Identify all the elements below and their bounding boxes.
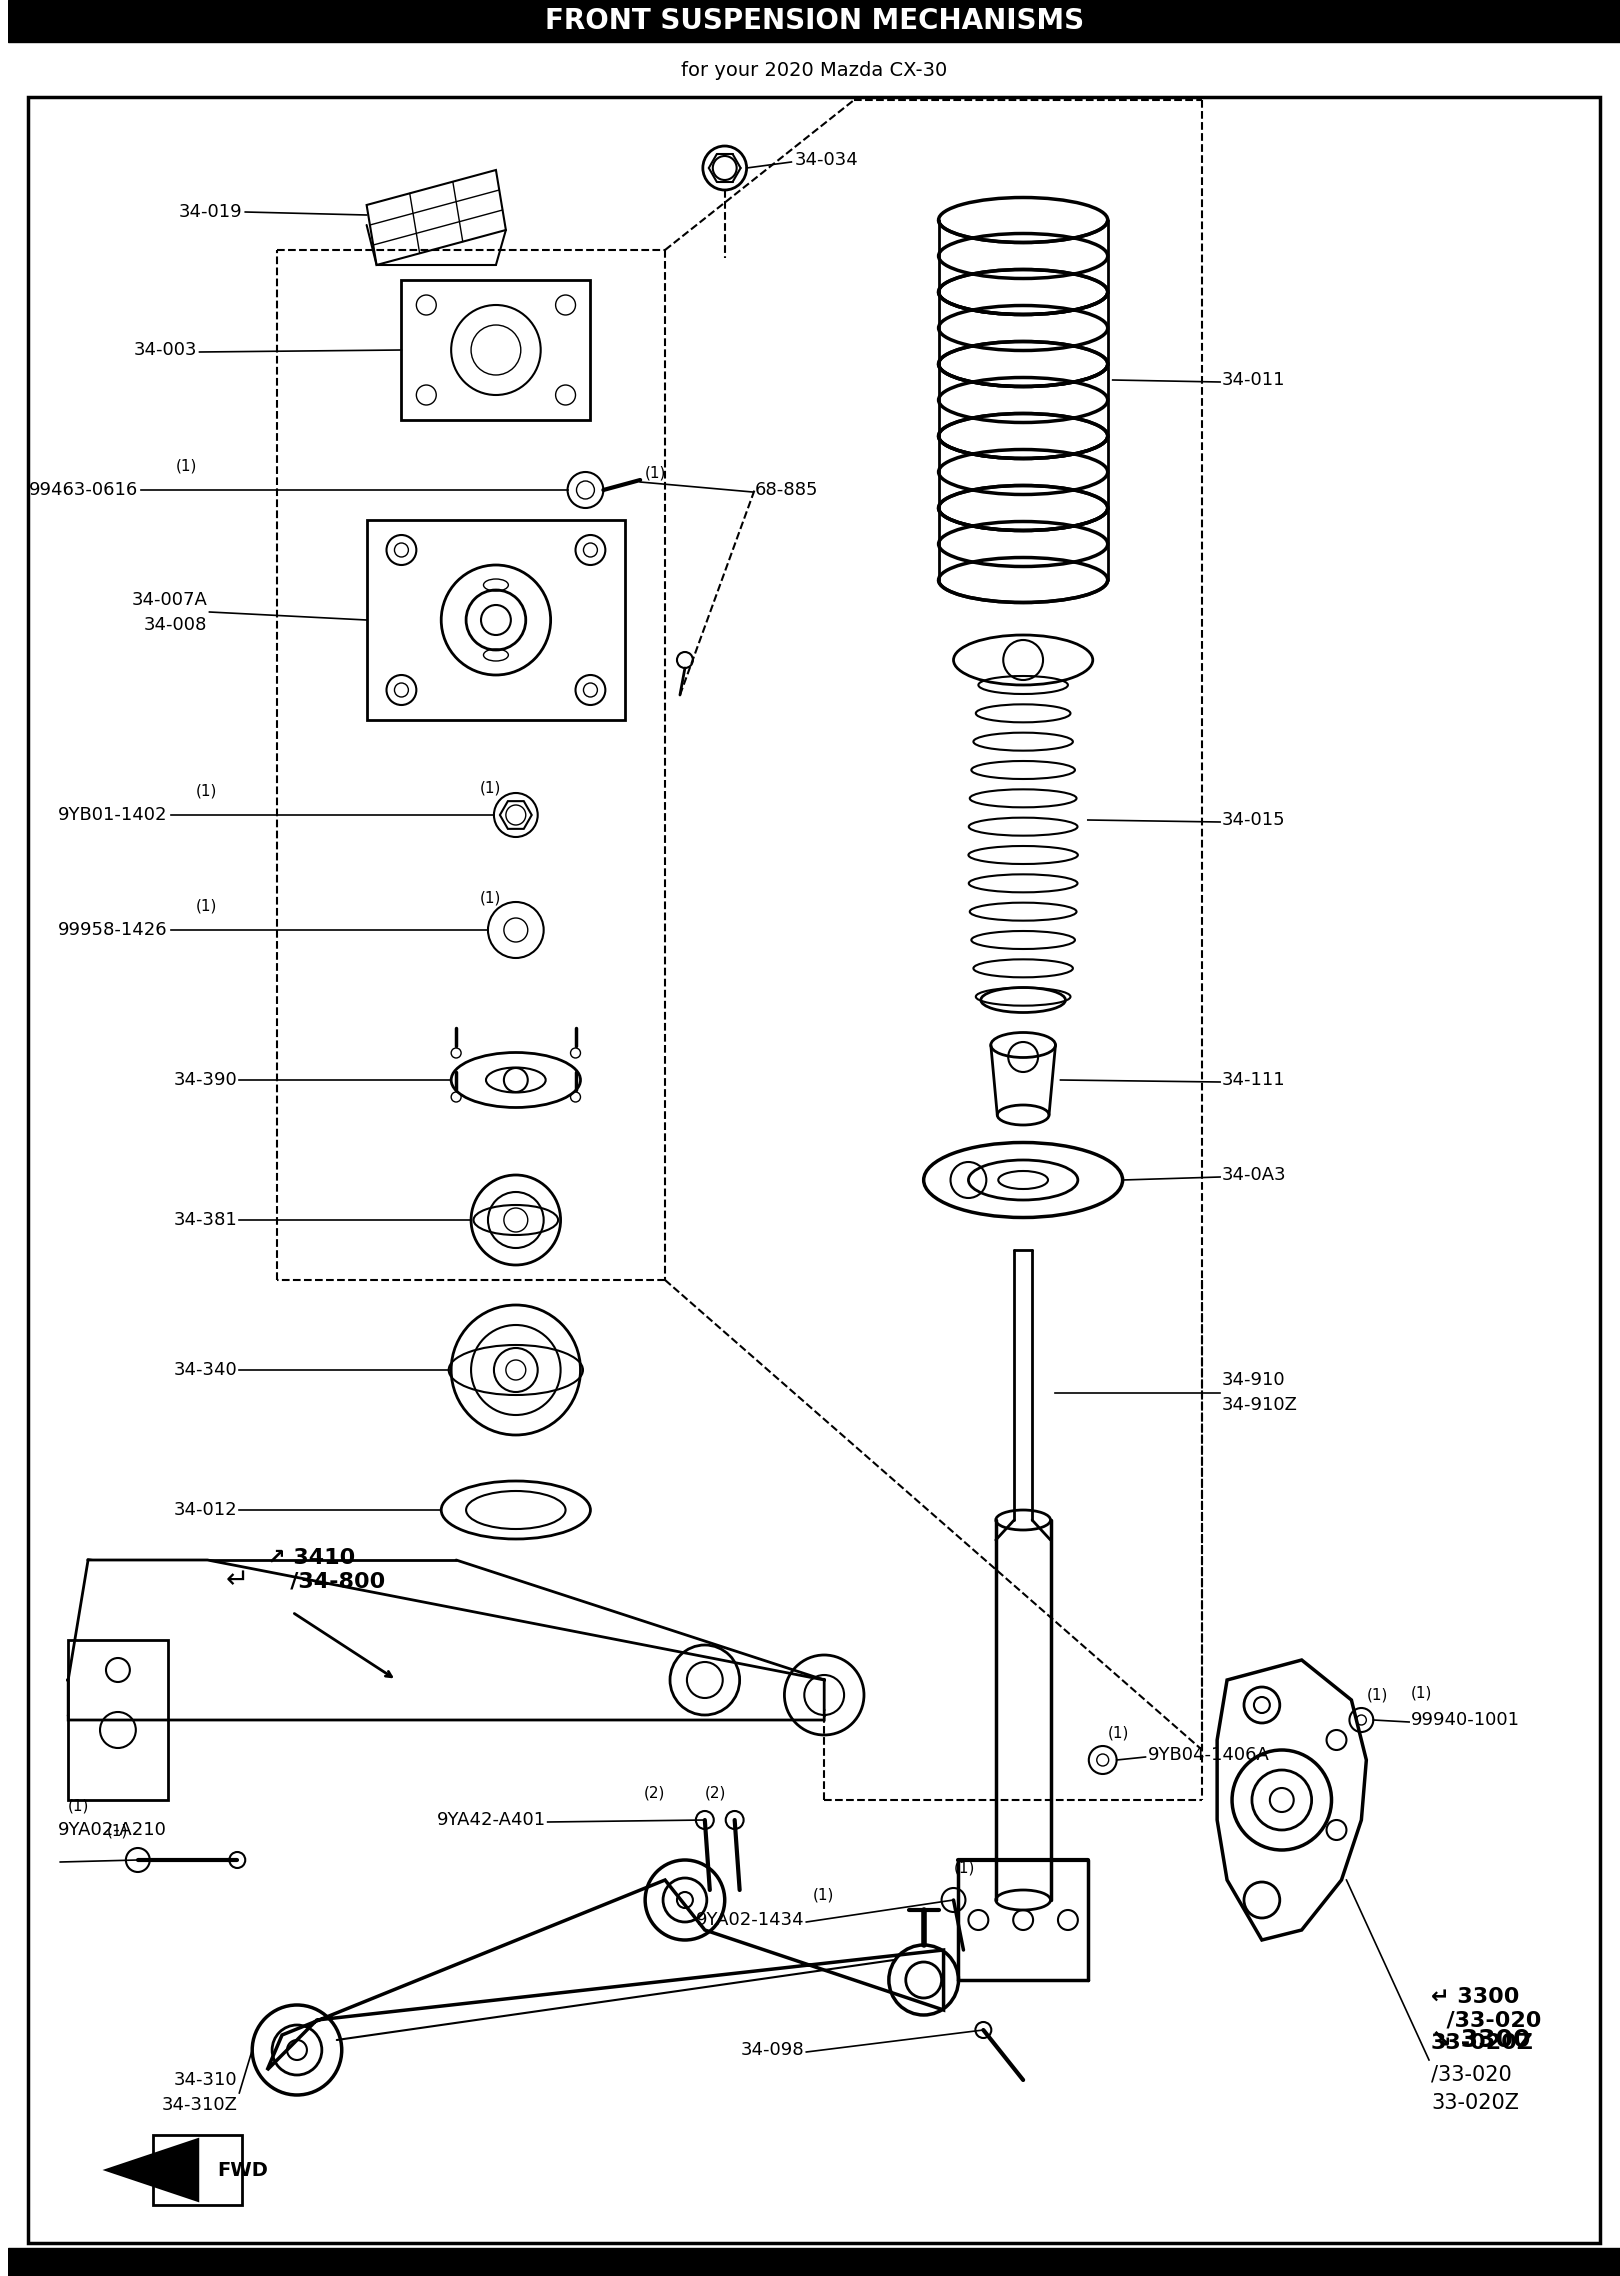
Text: 99958-1426: 99958-1426 xyxy=(58,922,167,940)
Text: (1): (1) xyxy=(1366,1687,1388,1702)
Bar xyxy=(402,280,590,421)
Text: 34-381: 34-381 xyxy=(173,1211,237,1229)
Text: (1): (1) xyxy=(813,1887,834,1903)
Text: 34-008: 34-008 xyxy=(144,617,207,635)
Text: 34-310Z: 34-310Z xyxy=(162,2096,237,2114)
Text: (1): (1) xyxy=(954,1859,975,1875)
Text: (2): (2) xyxy=(643,1784,666,1800)
Text: ↘ 3300: ↘ 3300 xyxy=(1430,2028,1531,2053)
Text: 34-034: 34-034 xyxy=(794,150,859,168)
Text: (1): (1) xyxy=(480,781,501,794)
Text: (1): (1) xyxy=(1411,1684,1432,1700)
Text: (1): (1) xyxy=(68,1798,89,1814)
Text: (1): (1) xyxy=(107,1823,128,1839)
Text: ↗ 3410
   /34-800: ↗ 3410 /34-800 xyxy=(267,1548,386,1591)
Bar xyxy=(8,0,1620,41)
Text: /33-020: /33-020 xyxy=(1430,2064,1511,2085)
Text: 68-885: 68-885 xyxy=(755,480,818,498)
Text: 34-003: 34-003 xyxy=(134,341,198,360)
Text: 34-098: 34-098 xyxy=(740,2042,804,2060)
Text: 34-007A: 34-007A xyxy=(131,592,207,610)
Text: 33-020Z: 33-020Z xyxy=(1430,2094,1520,2112)
Text: 34-012: 34-012 xyxy=(173,1500,237,1518)
Bar xyxy=(8,2249,1620,2276)
Text: 99940-1001: 99940-1001 xyxy=(1411,1712,1520,1730)
Text: ↵: ↵ xyxy=(225,1566,249,1593)
Text: 34-340: 34-340 xyxy=(173,1361,237,1379)
Text: 34-0A3: 34-0A3 xyxy=(1221,1165,1286,1184)
Text: 9YB04-1406A: 9YB04-1406A xyxy=(1147,1746,1270,1764)
Text: ↵ 3300
  /33-020
33-020Z: ↵ 3300 /33-020 33-020Z xyxy=(1430,1987,1541,2053)
Text: 99463-0616: 99463-0616 xyxy=(29,480,138,498)
Text: (1): (1) xyxy=(1108,1725,1129,1739)
Bar xyxy=(152,2135,243,2205)
Text: FRONT SUSPENSION MECHANISMS: FRONT SUSPENSION MECHANISMS xyxy=(544,7,1084,34)
Text: 34-015: 34-015 xyxy=(1221,810,1286,828)
Text: 34-910Z: 34-910Z xyxy=(1221,1395,1298,1413)
Text: 34-310: 34-310 xyxy=(173,2071,237,2089)
Text: (1): (1) xyxy=(480,890,501,906)
Text: 34-910: 34-910 xyxy=(1221,1370,1286,1388)
Text: (1): (1) xyxy=(196,783,217,799)
Text: (2): (2) xyxy=(705,1784,726,1800)
Polygon shape xyxy=(109,2139,198,2201)
Text: (1): (1) xyxy=(196,899,217,913)
Text: FWD: FWD xyxy=(217,2160,269,2180)
Text: for your 2020 Mazda CX-30: for your 2020 Mazda CX-30 xyxy=(680,61,948,80)
Text: (1): (1) xyxy=(645,464,666,480)
Text: 34-011: 34-011 xyxy=(1221,371,1286,389)
Text: 9YA02-1434: 9YA02-1434 xyxy=(695,1912,804,1930)
Text: 34-111: 34-111 xyxy=(1221,1072,1286,1088)
Text: 34-019: 34-019 xyxy=(178,203,243,221)
Text: (1): (1) xyxy=(177,457,198,473)
Text: 9YA02-A210: 9YA02-A210 xyxy=(58,1821,167,1839)
Text: 9YB01-1402: 9YB01-1402 xyxy=(58,806,167,824)
Text: 34-390: 34-390 xyxy=(173,1072,237,1088)
Polygon shape xyxy=(68,1559,825,1721)
Text: 9YA42-A401: 9YA42-A401 xyxy=(436,1812,546,1830)
